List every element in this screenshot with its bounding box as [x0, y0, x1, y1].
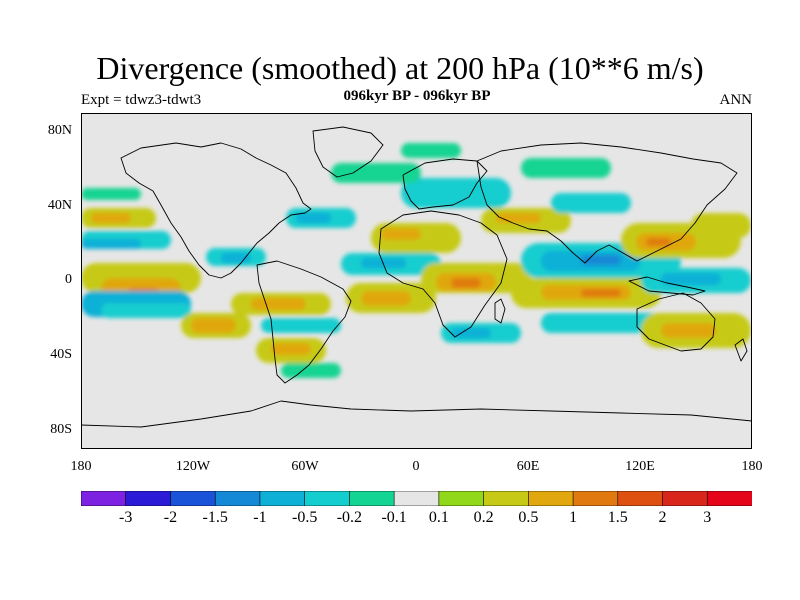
lon-label-60w: 60W	[291, 459, 319, 474]
colorbar-label: -0.5	[291, 509, 318, 526]
colorbar-swatch	[572, 491, 619, 506]
colorbar-label: -1.5	[202, 509, 228, 526]
lon-label-180w: 180	[70, 459, 92, 474]
divergence-patch	[281, 363, 341, 378]
divergence-patch	[251, 298, 306, 310]
divergence-patch	[271, 343, 311, 355]
lat-label-80s: 80S	[50, 422, 72, 437]
divergence-patch	[521, 158, 611, 178]
divergence-patch	[261, 318, 341, 333]
colorbar-label: 2	[658, 509, 667, 526]
divergence-patch	[81, 239, 141, 249]
coastline-indonesia	[628, 276, 706, 296]
divergence-patch	[661, 273, 721, 285]
colorbar-swatch	[528, 491, 574, 506]
divergence-patch	[451, 328, 491, 338]
coastline-new-zealand	[734, 338, 748, 362]
season-label: ANN	[719, 92, 753, 108]
lat-label-40s: 40S	[50, 347, 72, 362]
coastline-north-america	[120, 142, 312, 279]
colorbar-label: -1	[253, 509, 267, 526]
lat-label-80n: 80N	[47, 123, 72, 138]
divergence-patch	[91, 213, 131, 223]
divergence-patch	[496, 213, 541, 223]
colorbar-swatch	[706, 491, 752, 506]
colorbar-swatch	[304, 491, 350, 506]
divergence-patch	[361, 291, 411, 306]
lon-label-120w: 120W	[175, 459, 211, 474]
lon-label-120e: 120E	[625, 459, 655, 474]
divergence-patch	[646, 238, 671, 246]
chart-title: Divergence (smoothed) at 200 hPa (10**6 …	[96, 50, 704, 86]
colorbar-label: 0.1	[428, 509, 449, 526]
colorbar-swatch	[438, 491, 485, 506]
colorbar-swatch	[483, 491, 529, 506]
divergence-patch	[401, 178, 511, 208]
divergence-patch	[691, 213, 751, 238]
divergence-patch	[101, 303, 191, 318]
colorbar-label: -0.2	[336, 509, 363, 526]
lon-label-0: 0	[412, 459, 420, 474]
colorbar-label: 1.5	[607, 509, 628, 526]
experiment-label: Expt = tdwz3-tdwt3	[81, 92, 202, 108]
colorbar-swatch	[259, 491, 306, 506]
colorbar-swatch	[81, 491, 127, 506]
divergence-patch	[296, 213, 331, 223]
divergence-patch	[361, 258, 406, 268]
colorbar-label: 0.5	[518, 509, 539, 526]
colorbar	[81, 491, 752, 506]
divergence-patch	[551, 193, 631, 213]
coastline-south-america	[256, 260, 352, 384]
colorbar-swatch	[617, 491, 664, 506]
divergence-patch	[81, 188, 141, 200]
divergence-patch	[381, 228, 421, 240]
lat-label-40n: 40N	[47, 198, 72, 213]
colorbar-label: -2	[163, 509, 178, 526]
coastline-greenland	[312, 126, 384, 178]
colorbar-label: 1	[569, 509, 578, 526]
colorbar-label: 0.2	[473, 509, 494, 526]
colorbar-swatch	[214, 491, 261, 506]
coastline-europe	[402, 158, 488, 210]
colorbar-label: -3	[119, 509, 133, 526]
divergence-map	[81, 113, 752, 449]
colorbar-swatch	[662, 491, 708, 506]
divergence-patch	[581, 255, 621, 265]
map-frame	[81, 113, 752, 449]
coastline-asia	[476, 142, 738, 264]
period-label: 096kyr BP - 096kyr BP	[343, 88, 491, 104]
colorbar-swatch	[125, 491, 172, 506]
divergence-patch	[581, 289, 621, 297]
divergence-patch	[191, 318, 236, 333]
colorbar-label: -0.1	[381, 509, 407, 526]
colorbar-label: 3	[703, 509, 712, 526]
coastline-australia	[636, 292, 716, 352]
coastline-africa	[378, 210, 508, 338]
divergence-patch	[451, 278, 481, 288]
coastline-madagascar	[494, 298, 506, 324]
coastline-antarctica	[81, 400, 752, 428]
divergence-patch	[401, 143, 461, 158]
colorbar-swatch	[170, 491, 216, 506]
divergence-patch	[221, 253, 251, 263]
divergence-patch	[331, 163, 421, 183]
lon-label-180e: 180	[741, 459, 763, 474]
lon-label-60e: 60E	[516, 459, 540, 474]
colorbar-swatch	[349, 491, 395, 506]
divergence-patch	[661, 323, 716, 338]
divergence-patch	[541, 313, 661, 333]
lat-label-0: 0	[65, 272, 72, 287]
colorbar-swatch	[393, 491, 440, 506]
